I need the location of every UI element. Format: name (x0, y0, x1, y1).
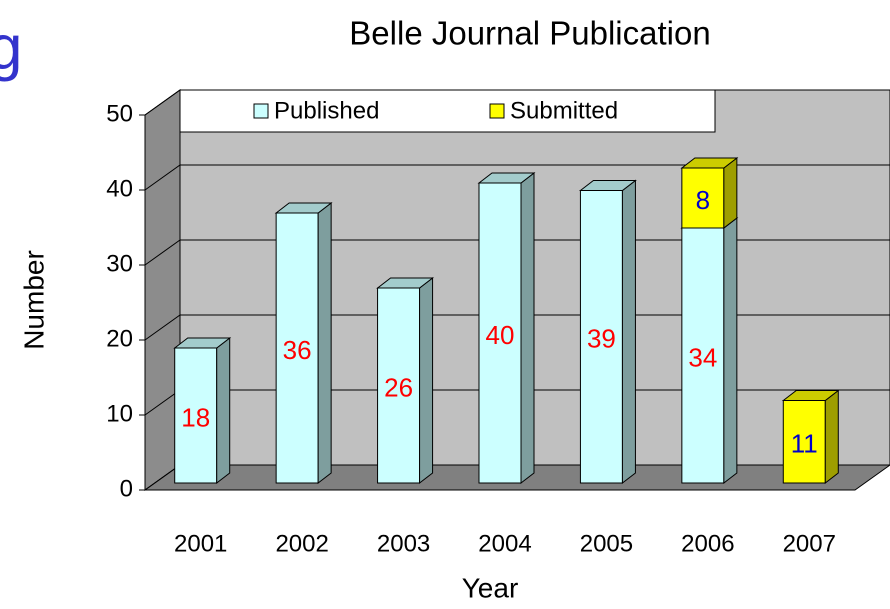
bar-side (723, 156, 738, 230)
x-tick-label: 2006 (681, 530, 734, 557)
data-label: 18 (181, 402, 210, 432)
x-tick-label: 2007 (783, 530, 836, 557)
x-tick-label: 2005 (580, 530, 633, 557)
y-tick-label: 50 (106, 100, 133, 127)
slide-fragment: g (0, 13, 22, 82)
bar-top (680, 157, 739, 169)
x-tick-label: 2003 (377, 530, 430, 557)
y-tick-label: 0 (120, 475, 133, 502)
bar-top (173, 337, 232, 349)
data-label: 34 (688, 342, 717, 372)
y-tick-label: 30 (106, 250, 133, 277)
data-label: 8 (696, 185, 710, 215)
y-tick-label: 20 (106, 325, 133, 352)
x-axis-title: Year (462, 572, 519, 603)
data-label: 11 (791, 429, 818, 459)
bar-top (274, 202, 333, 214)
bar-top (578, 180, 637, 191)
grid-line (144, 164, 890, 191)
x-tick-label: 2002 (275, 530, 328, 557)
data-label: 40 (486, 320, 515, 350)
grid-line (144, 314, 890, 341)
legend-label: Submitted (510, 97, 618, 124)
legend-swatch (253, 103, 269, 119)
bar-front (579, 190, 623, 484)
bar-front (681, 167, 725, 229)
grid-line (144, 239, 890, 266)
chart-title: Belle Journal Publication (349, 15, 710, 52)
data-label: 39 (587, 324, 616, 354)
bar-top (781, 390, 840, 401)
bar-side (216, 336, 231, 485)
bar-side (419, 276, 434, 485)
bar-side (824, 389, 839, 485)
legend-swatch (489, 103, 505, 119)
bar-top (477, 172, 536, 184)
bar-side (723, 216, 738, 485)
bar-front (782, 400, 826, 484)
bar-front (377, 287, 421, 484)
x-tick-label: 2004 (478, 530, 531, 557)
bar-side (520, 171, 535, 485)
bar-side (317, 201, 332, 485)
data-label: 36 (283, 335, 312, 365)
legend: Published Submitted (179, 89, 716, 133)
x-tick-label: 2001 (174, 530, 227, 557)
y-tick-label: 10 (106, 400, 133, 427)
bar-top (376, 277, 435, 289)
y-tick-label: 40 (106, 175, 133, 202)
legend-box (179, 89, 716, 133)
bar-side (621, 179, 636, 485)
y-axis-title: Number (18, 250, 49, 350)
legend-label: Published (274, 97, 379, 124)
data-label: 26 (384, 372, 413, 402)
bar-front (174, 347, 218, 484)
